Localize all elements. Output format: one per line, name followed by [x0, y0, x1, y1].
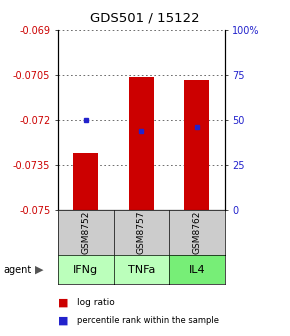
- Text: GSM8757: GSM8757: [137, 211, 146, 254]
- Bar: [73, 153, 98, 210]
- Bar: [184, 80, 209, 210]
- Text: GDS501 / 15122: GDS501 / 15122: [90, 12, 200, 25]
- Text: ■: ■: [58, 297, 68, 307]
- Text: IL4: IL4: [189, 265, 205, 275]
- Text: agent: agent: [3, 265, 31, 275]
- Text: GSM8762: GSM8762: [193, 211, 202, 254]
- Text: log ratio: log ratio: [77, 298, 115, 307]
- Text: percentile rank within the sample: percentile rank within the sample: [77, 317, 219, 325]
- Text: ▶: ▶: [35, 265, 44, 275]
- Bar: [129, 77, 154, 210]
- Text: TNFa: TNFa: [128, 265, 155, 275]
- Text: GSM8752: GSM8752: [81, 211, 90, 254]
- Text: ■: ■: [58, 316, 68, 326]
- Text: IFNg: IFNg: [73, 265, 98, 275]
